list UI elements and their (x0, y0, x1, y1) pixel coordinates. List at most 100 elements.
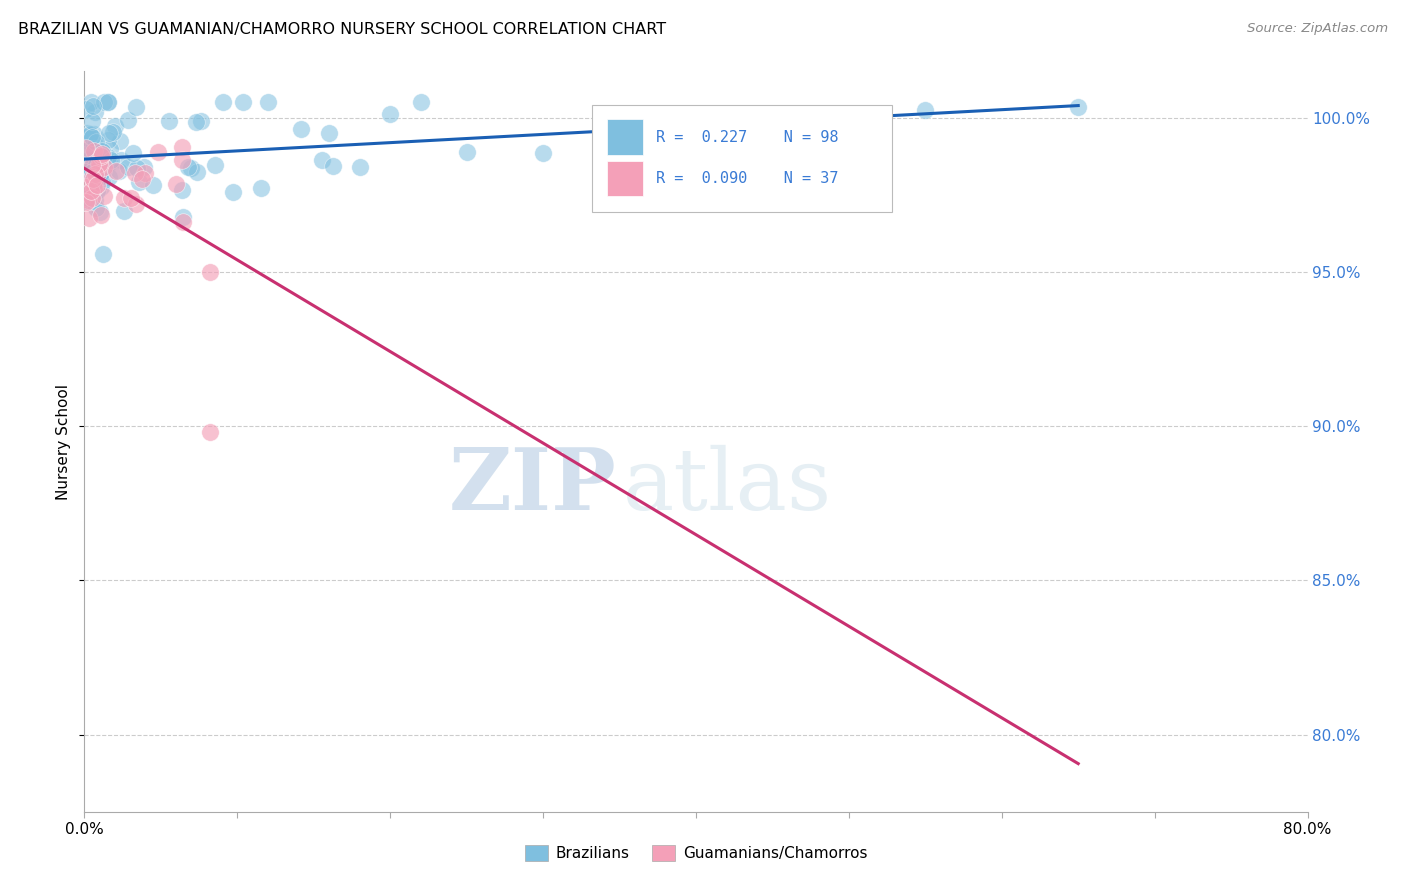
Point (98, 142, 121, 156)
Point (91, 146, 114, 161)
Point (89, 169, 111, 184)
Legend: Brazilians, Guamanians/Chamorros: Brazilians, Guamanians/Chamorros (519, 838, 873, 867)
Point (249, 180, 271, 194)
Point (125, 196, 148, 211)
Point (73, 164, 96, 178)
FancyBboxPatch shape (606, 161, 644, 196)
Point (77, 186, 100, 200)
Point (101, 125, 124, 139)
Text: BRAZILIAN VS GUAMANIAN/CHAMORRO NURSERY SCHOOL CORRELATION CHART: BRAZILIAN VS GUAMANIAN/CHAMORRO NURSERY … (18, 22, 666, 37)
Y-axis label: Nursery School: Nursery School (56, 384, 72, 500)
Point (110, 153, 132, 167)
Point (132, 161, 155, 175)
Point (609, 133, 631, 147)
Point (177, 160, 200, 174)
Point (134, 166, 156, 180)
Point (98, 155, 121, 169)
Point (83, 104, 105, 119)
Point (172, 215, 194, 229)
Point (142, 178, 165, 192)
Point (97, 133, 120, 147)
Point (89, 204, 111, 219)
FancyBboxPatch shape (606, 120, 644, 155)
Point (76, 193, 98, 207)
Text: Source: ZipAtlas.com: Source: ZipAtlas.com (1247, 22, 1388, 36)
Point (87, 157, 110, 171)
Point (83, 177, 105, 191)
Point (222, 185, 245, 199)
Point (80, 184, 103, 198)
Point (311, 153, 333, 167)
Point (211, 95, 233, 110)
Point (84, 201, 107, 215)
Point (82, 130, 104, 145)
Point (83, 127, 105, 141)
Point (124, 100, 146, 114)
Point (77, 143, 100, 157)
Point (257, 95, 280, 110)
Point (409, 95, 432, 110)
Point (75, 141, 97, 155)
Point (914, 103, 936, 118)
Point (165, 177, 187, 191)
Point (79, 168, 101, 182)
Point (84, 171, 107, 186)
Point (84, 158, 107, 172)
Point (91, 144, 114, 158)
Point (91, 247, 114, 261)
Point (84, 167, 107, 181)
Point (90, 148, 112, 162)
Point (349, 160, 371, 174)
Point (75, 165, 97, 179)
Point (80, 114, 103, 128)
Point (75, 194, 97, 209)
Point (112, 191, 135, 205)
Point (172, 210, 194, 224)
Point (82, 172, 104, 186)
Point (190, 114, 212, 128)
Point (93, 149, 115, 163)
Point (77, 211, 100, 226)
Point (82, 99, 104, 113)
Point (82, 160, 104, 174)
Point (90, 165, 112, 179)
Point (76, 126, 98, 140)
Text: atlas: atlas (623, 444, 832, 527)
Point (184, 115, 207, 129)
Point (318, 126, 340, 140)
Point (83, 169, 105, 183)
Point (117, 161, 139, 175)
Point (93, 95, 115, 110)
Point (87, 157, 110, 171)
Point (89, 158, 111, 172)
Point (93, 188, 115, 202)
Point (98, 170, 121, 185)
Point (198, 265, 221, 279)
Point (79, 128, 101, 142)
Text: R =  0.090    N = 37: R = 0.090 N = 37 (655, 171, 838, 186)
Point (83, 181, 105, 195)
Point (87, 166, 110, 180)
Point (128, 175, 150, 189)
Point (170, 140, 193, 154)
Point (89, 167, 111, 181)
Point (73, 158, 96, 172)
Point (112, 203, 135, 218)
Point (82, 169, 104, 184)
Point (107, 164, 129, 178)
Point (117, 113, 139, 128)
Point (157, 114, 180, 128)
Text: ZIP: ZIP (449, 444, 616, 528)
Point (97, 150, 120, 164)
Point (456, 145, 478, 160)
Point (97, 126, 120, 140)
Point (90, 180, 112, 194)
Point (82, 170, 104, 185)
Point (170, 183, 193, 197)
Point (170, 153, 193, 168)
Point (110, 134, 132, 148)
Point (86, 162, 108, 177)
Point (186, 165, 208, 179)
Point (124, 166, 146, 180)
Point (79, 152, 101, 166)
